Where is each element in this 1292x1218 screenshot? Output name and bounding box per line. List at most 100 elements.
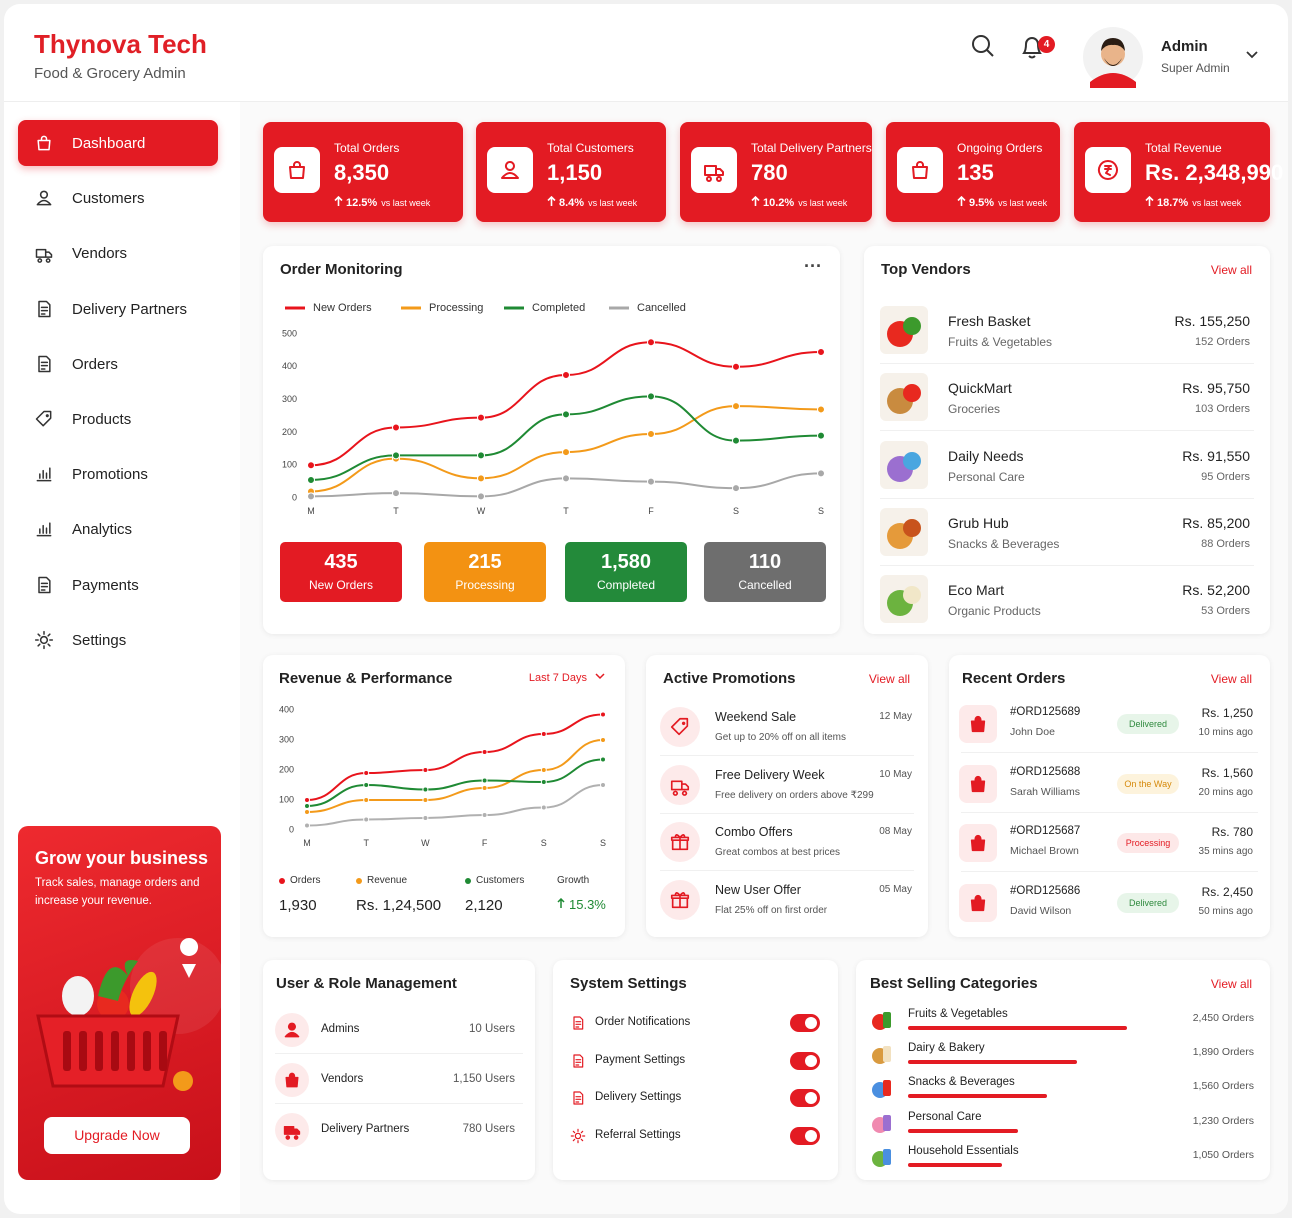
vendor-image-item [903,384,921,403]
series-line [310,395,822,481]
nav-item[interactable]: Dashboard [18,120,218,166]
promotion-glyph-glyph [670,717,689,736]
promotion-row: Combo Offers Great combos at best prices 0… [646,816,928,871]
series-point [477,492,485,501]
stat-value: 1,150 [547,160,603,185]
promotion-text: Get up to 20% off on all items [715,732,847,743]
role-glyph [285,1072,299,1088]
nav-item[interactable]: Vendors [18,230,218,276]
order-glyph-glyph [970,895,986,912]
summary-value: 1,580 [600,551,652,573]
stat-card: Ongoing Orders 135 9.5% vs last week [886,122,1060,222]
notification-icon[interactable] [1019,33,1045,61]
setting-toggle[interactable] [790,1127,820,1146]
growth-number: 15.3% [569,897,606,912]
nav-icon [38,300,51,317]
stat-icon [289,161,305,179]
more-menu[interactable]: ··· [804,256,822,276]
summary-tile: 215 Processing [424,542,546,602]
x-tick-label: T [363,838,369,848]
stat-change: 12.5% vs last week [334,193,430,211]
nav-icon-glyph [35,249,53,264]
stat-value: 780 [751,160,788,185]
panel-title: Top Vendors [881,261,971,278]
search-icon[interactable] [970,33,996,59]
view-all-link[interactable]: View all [1210,672,1252,686]
series-point [562,448,570,457]
series-point [600,711,606,718]
series-line [310,341,822,467]
nav-item[interactable]: Payments [18,562,218,608]
setting-toggle[interactable] [790,1051,820,1070]
banana [129,971,157,1017]
series-point [540,804,547,811]
order-glyph-glyph [970,835,986,852]
summary-value: 435 [324,551,358,573]
order-id: #ORD125688 [1010,765,1081,778]
basket-slot [111,1031,119,1071]
vendor-name: Fresh Basket [948,313,1031,329]
nav-item[interactable]: Orders [18,341,218,387]
order-amount: Rs. 1,560 [1201,765,1253,780]
promotion-glyph [670,717,689,736]
promotion-text: Flat 25% off on first order [715,904,828,916]
x-tick-label: S [733,506,739,516]
row-divider [660,812,914,814]
setting-label: Payment Settings [595,1053,686,1066]
up-arrow-glyph [957,195,966,206]
range-label: Last 7 Days [528,672,587,684]
promotion-glyph [670,780,690,796]
user-menu-chevron[interactable] [1245,50,1259,60]
view-all-link[interactable]: View all [1210,977,1252,991]
summary-label: New Orders [308,578,373,592]
stat-change-value: 18.7% [1157,197,1189,209]
stat-icon-glyph [912,161,928,179]
role-row: Delivery Partners 780 Users [263,1110,535,1150]
user-avatar[interactable] [1082,26,1144,88]
y-tick-label: 400 [279,704,294,714]
basket-slot [95,1031,103,1071]
promotion-icon [660,707,700,747]
series-point [422,797,429,803]
series-point [817,348,825,357]
setting-toggle[interactable] [790,1089,820,1108]
nav-label: Promotions [72,466,148,484]
nav-item[interactable]: Analytics [18,506,218,552]
view-all-link[interactable]: View all [1210,263,1252,277]
vendor-orders: 53 Orders [1201,605,1250,618]
y-tick-label: 300 [282,394,297,404]
vendor-revenue: Rs. 85,200 [1182,514,1250,531]
promotion-glyph-glyph [670,780,690,796]
series-point [307,475,315,484]
series-point [562,410,570,419]
panel-title: User & Role Management [276,975,457,992]
x-tick-label: S [818,506,824,516]
nav-item[interactable]: Products [18,396,218,442]
vendor-row: Eco Mart Organic Products Rs. 52,200 53 Ord… [864,567,1270,631]
legend-label: New Orders [313,302,372,314]
nav-item[interactable]: Delivery Partners [18,286,218,332]
basket-slot [127,1031,135,1071]
series-point [477,451,485,460]
stat-icon-glyph [1097,160,1118,180]
vendor-row: Grub Hub Snacks & Beverages Rs. 85,200 88 O… [864,500,1270,566]
brand-subtitle: Food & Grocery Admin [34,65,186,82]
range-select[interactable]: Last 7 Days [529,672,605,684]
category-icon [872,1148,891,1167]
stat-value: 1,930 [279,897,317,914]
role-count: 1,150 Users [452,1073,515,1085]
nav-item[interactable]: Customers [18,175,218,221]
order-icon [959,824,997,863]
view-all-link[interactable]: View all [868,672,910,686]
series-point [732,362,740,371]
series-point [817,405,825,414]
stat-change-value: 8.4% [559,197,585,209]
nav-item[interactable]: Promotions [18,451,218,497]
vendor-image [880,575,928,624]
nav-item[interactable]: Settings [18,617,218,663]
category-bar [908,1060,1077,1065]
setting-toggle[interactable] [790,1014,820,1032]
upgrade-button[interactable]: Upgrade Now [44,1117,190,1154]
series-point [647,477,655,486]
stat-value: 135 [957,160,994,185]
